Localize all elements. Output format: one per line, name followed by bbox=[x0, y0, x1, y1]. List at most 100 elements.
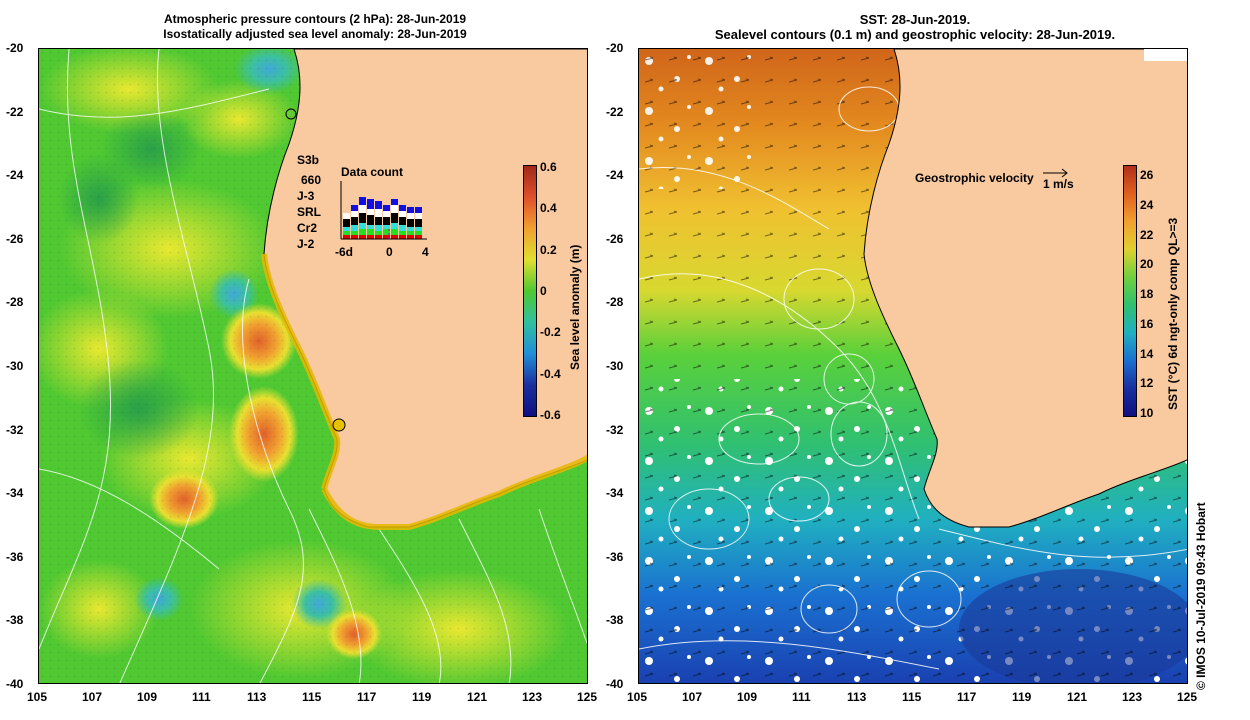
lat-tick-label: -26 bbox=[606, 231, 624, 246]
lon-tick-label: 123 bbox=[1122, 690, 1143, 704]
sst-colorbar bbox=[1123, 165, 1137, 417]
colorbar-tick-label: 14 bbox=[1140, 346, 1154, 361]
data-count-bar bbox=[375, 235, 382, 239]
lon-tick-label: 111 bbox=[192, 690, 211, 704]
data-count-bar bbox=[367, 229, 374, 235]
lat-tick-label: -38 bbox=[6, 613, 24, 628]
data-count-bar bbox=[407, 213, 414, 219]
lat-tick-label: -32 bbox=[606, 422, 624, 437]
right-title-line1: SST: 28-Jun-2019. bbox=[859, 12, 971, 27]
lon-tick-label: 109 bbox=[137, 690, 158, 704]
data-count-axis-end: 4 bbox=[422, 245, 429, 259]
colorbar-tick-label: 26 bbox=[1140, 168, 1154, 182]
data-count-bar bbox=[383, 229, 390, 235]
left-title-line1: Atmospheric pressure contours (2 hPa): 2… bbox=[163, 12, 467, 26]
colorbar-tick-label: 0 bbox=[540, 284, 547, 298]
colorbar-tick-label: -0.4 bbox=[540, 366, 561, 381]
data-count-bar bbox=[399, 205, 406, 211]
sat-label-j3: J-3 bbox=[297, 189, 315, 203]
lon-tick-label: 105 bbox=[627, 690, 648, 704]
sla-map-graphic bbox=[39, 49, 587, 683]
sat-label-cr2: Cr2 bbox=[297, 221, 318, 235]
station-marker-north[interactable] bbox=[285, 108, 297, 120]
data-count-bar bbox=[391, 235, 398, 239]
lon-tick-label: 119 bbox=[412, 690, 432, 704]
lon-tick-label: 113 bbox=[247, 690, 267, 704]
data-count-bar bbox=[351, 217, 358, 225]
data-count-bar bbox=[367, 215, 374, 225]
lon-tick-label: 109 bbox=[737, 690, 758, 704]
data-count-bar bbox=[359, 235, 366, 239]
right-title-line2: Sealevel contours (0.1 m) and geostrophi… bbox=[714, 27, 1116, 42]
data-count-bar bbox=[391, 223, 398, 229]
lon-tick-label: 105 bbox=[27, 690, 48, 704]
right-panel-title: SST: 28-Jun-2019. Sealevel contours (0.1… bbox=[640, 12, 1190, 42]
data-count-bar bbox=[407, 231, 414, 235]
data-count-bar bbox=[343, 231, 350, 235]
data-count-bar bbox=[343, 219, 350, 227]
colorbar-tick-label: 0.4 bbox=[540, 201, 557, 216]
data-count-bar bbox=[367, 225, 374, 229]
data-count-bar bbox=[407, 207, 414, 213]
data-count-bar bbox=[383, 225, 390, 229]
sealevel-contours bbox=[639, 86, 1187, 670]
sst-map-graphic bbox=[639, 49, 1187, 683]
pressure-contours bbox=[39, 49, 587, 683]
data-count-bar bbox=[351, 225, 358, 231]
data-count-bar bbox=[367, 199, 374, 209]
lat-tick-label: -28 bbox=[606, 295, 624, 310]
data-count-bar bbox=[375, 217, 382, 225]
lat-tick-label: -24 bbox=[606, 168, 624, 183]
sea-level-anomaly-map[interactable]: S3b 660 J-3 SRL Cr2 J-2 Data count -6d 0… bbox=[38, 48, 588, 684]
lat-tick-label: -20 bbox=[6, 41, 24, 55]
data-count-bar bbox=[415, 227, 422, 231]
data-count-bar bbox=[407, 227, 414, 231]
data-count-bar bbox=[351, 211, 358, 217]
lon-tick-label: 119 bbox=[1012, 690, 1032, 704]
data-count-bar bbox=[359, 197, 366, 205]
lon-tick-label: 117 bbox=[957, 690, 977, 704]
lon-tick-label: 121 bbox=[1067, 690, 1088, 704]
data-count-bar bbox=[415, 219, 422, 227]
colorbar-tick-label: -0.2 bbox=[540, 325, 561, 340]
data-count-bar bbox=[367, 235, 374, 239]
data-count-axis-start: -6d bbox=[335, 245, 353, 259]
data-count-bar bbox=[375, 225, 382, 231]
imos-credit: © IMOS 10-Jul-2019 09:43 Hobart bbox=[1194, 502, 1208, 690]
data-count-bar bbox=[415, 207, 422, 213]
data-count-bar bbox=[391, 205, 398, 213]
data-count-chart bbox=[340, 181, 427, 241]
station-marker-south[interactable] bbox=[332, 418, 346, 432]
data-count-bar bbox=[367, 209, 374, 215]
velocity-scale-label: 1 m/s bbox=[1043, 177, 1074, 191]
land-mass-sst bbox=[863, 49, 1187, 528]
lat-tick-label: -40 bbox=[606, 677, 624, 691]
data-count-bar bbox=[359, 213, 366, 223]
data-count-bar bbox=[375, 209, 382, 217]
lat-tick-label: -28 bbox=[6, 295, 24, 310]
sst-map[interactable]: Geostrophic velocity 1 m/s bbox=[638, 48, 1188, 684]
colorbar-tick-label: 22 bbox=[1140, 227, 1154, 242]
data-count-bar bbox=[343, 227, 350, 231]
data-count-title: Data count bbox=[341, 165, 404, 179]
data-count-bar bbox=[391, 199, 398, 205]
data-count-bar bbox=[407, 235, 414, 239]
data-count-bar bbox=[415, 231, 422, 235]
data-count-bar bbox=[399, 211, 406, 217]
colorbar-tick-label: 20 bbox=[1140, 257, 1154, 272]
data-count-bar bbox=[383, 205, 390, 211]
lat-tick-label: -22 bbox=[606, 104, 624, 119]
data-count-bar bbox=[359, 205, 366, 213]
sat-label-s3b: S3b bbox=[297, 153, 320, 167]
lat-tick-label: -30 bbox=[606, 359, 624, 373]
data-count-bar bbox=[415, 235, 422, 239]
sla-colorbar bbox=[523, 165, 537, 417]
colorbar-tick-label: 16 bbox=[1140, 316, 1154, 331]
lon-tick-label: 107 bbox=[682, 690, 703, 704]
data-count-axis-zero: 0 bbox=[386, 245, 393, 259]
data-count-bar bbox=[343, 235, 350, 239]
lon-tick-label: 115 bbox=[902, 690, 922, 704]
data-count-bar bbox=[351, 235, 358, 239]
data-count-bar bbox=[415, 213, 422, 219]
data-count-bar bbox=[375, 201, 382, 209]
